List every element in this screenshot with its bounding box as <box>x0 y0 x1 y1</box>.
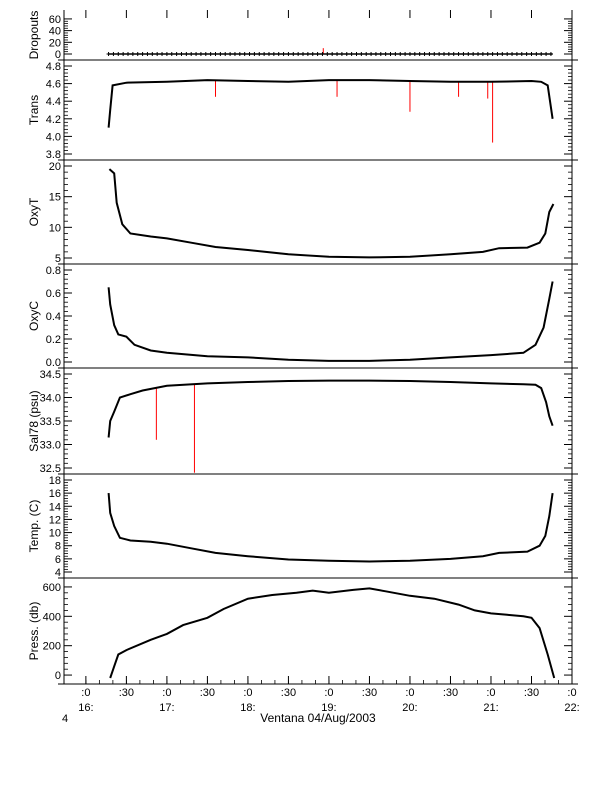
panel-5: 32.5 33.0 33.5 34.0 34.5 Sal78 (psu) <box>27 369 578 475</box>
y-tick-label: 0.2 <box>46 334 61 346</box>
x-tick-label-minutes: :30 <box>200 687 215 699</box>
series-line <box>107 281 554 362</box>
y-tick-label: 20 <box>49 161 61 173</box>
y-axis-label: Dropouts <box>27 11 41 60</box>
x-tick-label-minutes: :0 <box>243 687 252 699</box>
series-line <box>108 168 555 259</box>
x-tick-label-minutes: :0 <box>405 687 414 699</box>
series-line <box>107 79 554 128</box>
y-tick-label: 15 <box>49 192 61 204</box>
y-tick-label: 400 <box>43 611 61 623</box>
y-axis-label: Trans <box>27 95 41 125</box>
y-tick-label: 20 <box>49 37 61 49</box>
y-tick-label: 8 <box>55 541 61 553</box>
y-tick-label: 33.0 <box>40 440 61 452</box>
y-axis-label: OxyT <box>27 197 41 226</box>
x-tick-label-hours: 22: <box>564 702 579 714</box>
y-tick-label: 4.2 <box>46 114 61 126</box>
y-tick-label: 0.4 <box>46 311 61 323</box>
y-tick-label: 6 <box>55 554 61 566</box>
y-tick-label: 0 <box>55 670 61 682</box>
y-tick-label: 4.4 <box>46 96 61 108</box>
corner-label: 4 <box>62 713 68 725</box>
x-tick-label-minutes: :30 <box>362 687 377 699</box>
y-axis-label: OxyC <box>27 301 41 331</box>
x-tick-label-hours: 17: <box>159 702 174 714</box>
y-axis-label: Press. (db) <box>27 602 41 661</box>
x-tick-label-hours: 21: <box>483 702 498 714</box>
y-tick-label: 18 <box>49 475 61 487</box>
y-tick-label: 40 <box>49 26 61 38</box>
x-tick-label-minutes: :0 <box>81 687 90 699</box>
panel-3: 5 10 15 20 OxyT <box>27 161 578 265</box>
x-tick-label-minutes: :0 <box>486 687 495 699</box>
series-line <box>109 587 556 679</box>
y-tick-label: 0 <box>55 49 61 61</box>
panel-4: 0.0 0.2 0.4 0.6 0.8 OxyC <box>27 265 578 369</box>
y-tick-label: 34.5 <box>40 369 61 381</box>
y-tick-label: 32.5 <box>40 463 61 475</box>
y-tick-label: 60 <box>49 14 61 26</box>
x-tick-label-minutes: :30 <box>443 687 458 699</box>
x-tick-label-minutes: :0 <box>162 687 171 699</box>
y-tick-label: 200 <box>43 641 61 653</box>
y-axis-label: Temp. (C) <box>27 500 41 553</box>
y-tick-label: 0.6 <box>46 288 61 300</box>
y-tick-label: 16 <box>49 488 61 500</box>
y-tick-label: 600 <box>43 582 61 594</box>
panel-2: 3.8 4.0 4.2 4.4 4.6 4.8 Trans <box>27 61 578 161</box>
y-tick-label: 34.0 <box>40 393 61 405</box>
x-tick-label-hours: 16: <box>78 702 93 714</box>
x-tick-label-minutes: :0 <box>324 687 333 699</box>
x-axis-label: Ventana 04/Aug/2003 <box>260 711 376 725</box>
y-tick-label: 12 <box>49 514 61 526</box>
y-tick-label: 10 <box>49 528 61 540</box>
x-tick-label-hours: 18: <box>240 702 255 714</box>
y-tick-label: 4.8 <box>46 61 61 73</box>
x-tick-label-minutes: :30 <box>119 687 134 699</box>
y-tick-label: 3.8 <box>46 149 61 161</box>
y-tick-label: 4 <box>55 567 61 579</box>
y-tick-label: 10 <box>49 222 61 234</box>
series-line <box>107 379 554 438</box>
x-tick-label-minutes: :0 <box>567 687 576 699</box>
y-tick-label: 0.8 <box>46 265 61 277</box>
y-tick-label: 4.6 <box>46 79 61 91</box>
x-tick-label-minutes: :30 <box>524 687 539 699</box>
series-line <box>107 492 554 563</box>
x-tick-label-hours: 20: <box>402 702 417 714</box>
y-tick-label: 0.0 <box>46 357 61 369</box>
x-tick-label-hours: 19: <box>321 702 336 714</box>
y-tick-label: 33.5 <box>40 416 61 428</box>
y-axis-label: Sal78 (psu) <box>27 390 41 451</box>
y-tick-label: 5 <box>55 253 61 265</box>
y-tick-label: 14 <box>49 501 61 513</box>
x-tick-label-minutes: :30 <box>281 687 296 699</box>
y-tick-label: 4.0 <box>46 131 61 143</box>
